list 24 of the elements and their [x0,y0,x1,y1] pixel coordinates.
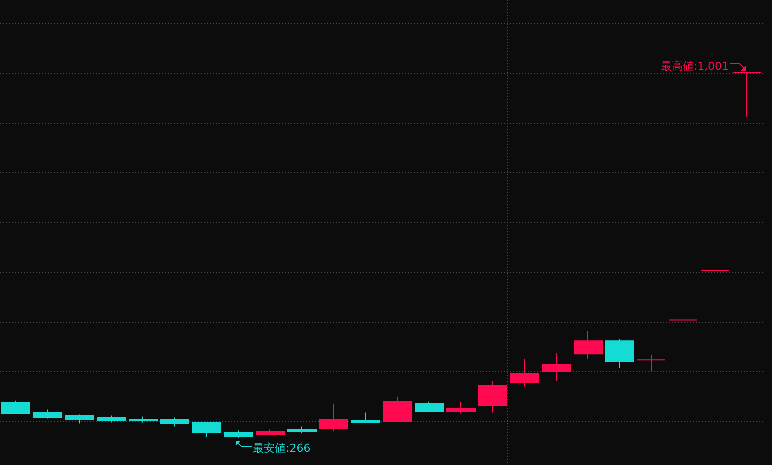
candlestick [637,354,666,372]
candlestick [510,358,539,388]
candlestick [415,401,444,412]
annotation: 最高値:1,001 [660,60,730,74]
candlestick [605,338,634,369]
candlestick [65,414,94,424]
candlestick [224,430,253,439]
candlestick [733,72,762,118]
candlestick [542,352,571,382]
candlestick [319,403,348,432]
candlestick [129,416,158,424]
candlestick [351,412,380,424]
candlestick [256,429,285,436]
candlestick [160,417,189,428]
candlestick [192,422,221,438]
candlestick [97,415,126,424]
candlestick [446,401,476,414]
annotation: 最安値:266 [253,442,311,456]
candlestick [383,396,412,422]
candlestick [574,330,603,360]
candlestick [1,400,30,414]
candlestick [287,426,317,434]
candlestick [478,380,507,414]
candlestick [33,409,62,420]
